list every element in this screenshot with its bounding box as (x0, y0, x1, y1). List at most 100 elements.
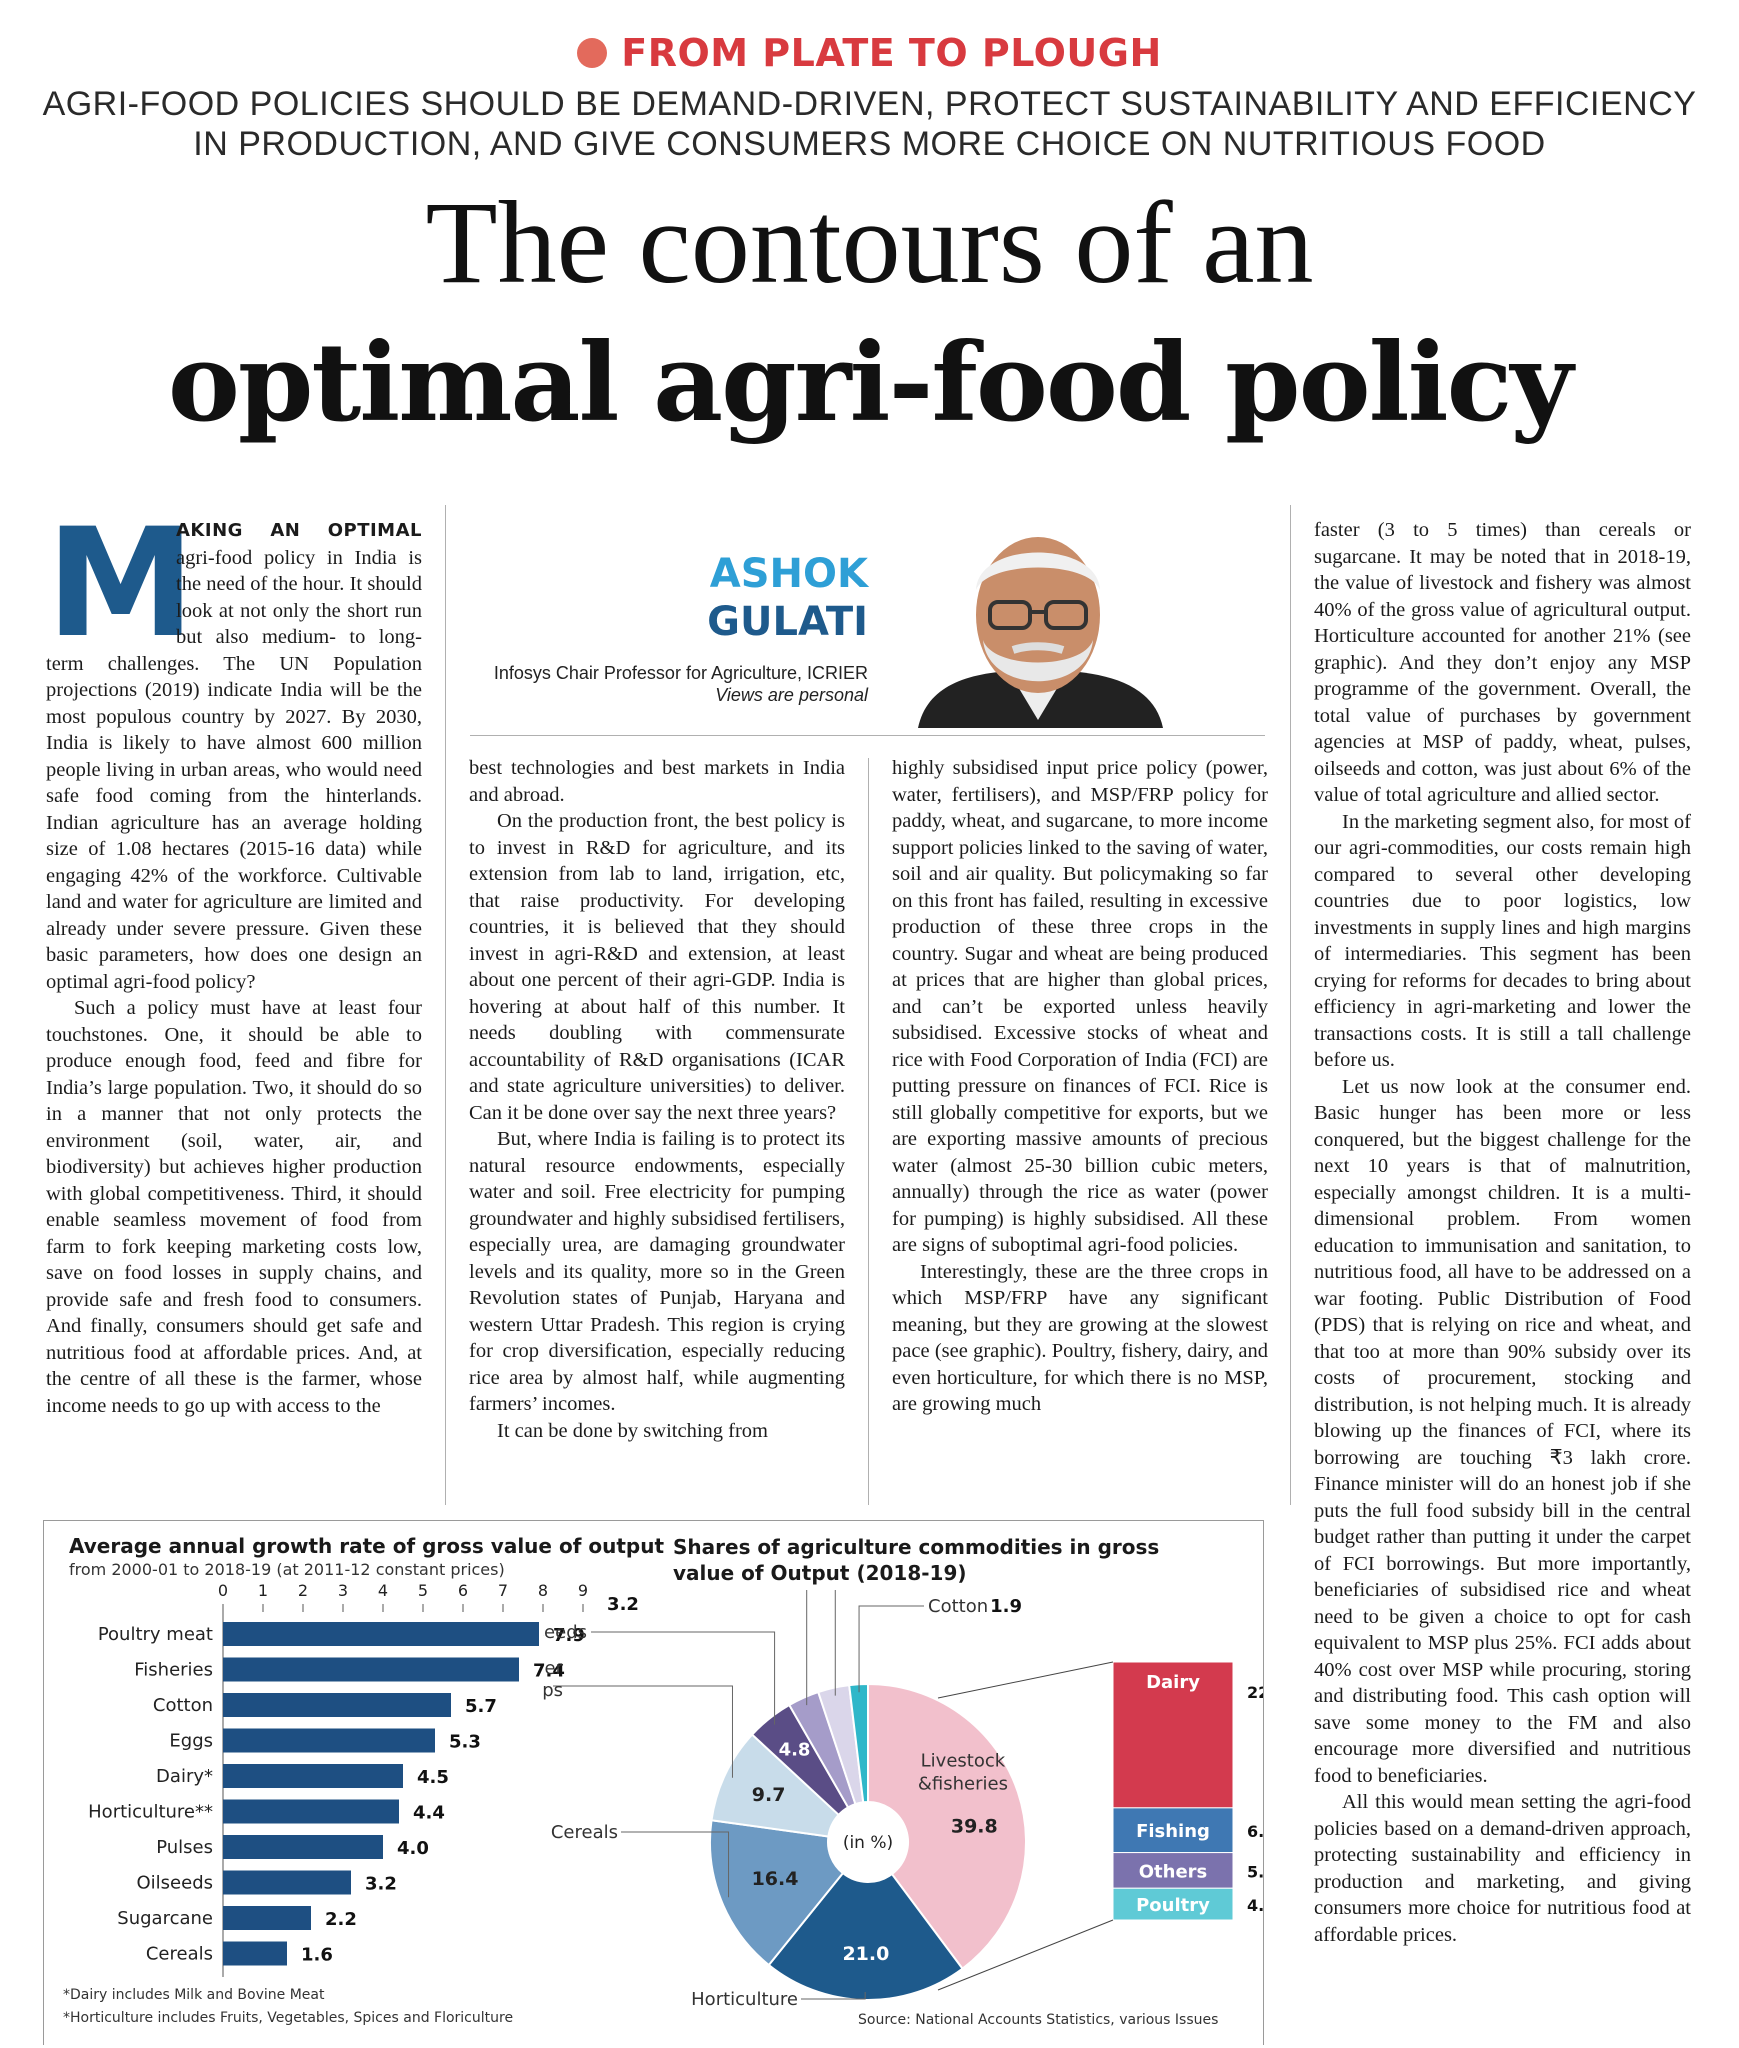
x-tick-label: 0 (218, 1582, 228, 1600)
author-title: Infosys Chair Professor for Agriculture,… (493, 663, 868, 683)
headline-line-2: optimal agri-food policy (167, 320, 1573, 446)
pie-leader-line (834, 1590, 836, 1696)
bar-value-label: 5.3 (449, 1732, 481, 1753)
bar-category-label: Cotton (153, 1695, 213, 1716)
breakdown-value-label: 22.5% (1247, 1683, 1263, 1702)
bar (223, 1657, 519, 1682)
article-column-4: faster (3 to 5 times) than cereals or su… (1314, 517, 1691, 2047)
pie-leader-line (553, 1685, 733, 1778)
bar-category-label: Horticulture** (88, 1802, 213, 1823)
author-name: ASHOK GULATI (707, 550, 868, 646)
bar-category-label: Oilseeds (137, 1873, 214, 1894)
breakdown-segment (1112, 1807, 1234, 1854)
bar-value-label: 5.7 (465, 1696, 497, 1717)
bar-chart: 0 1 2 3 4 5 6 7 8 9 Poultry meat 7.9 Fisheries 7.4 Cot… (88, 1582, 588, 1977)
author-rule (470, 735, 1265, 736)
bar-chart-note: *Dairy includes Milk and Bovine Meat (63, 1987, 325, 2003)
bar (223, 1693, 451, 1717)
headline-line-1: The contours of an (425, 177, 1314, 308)
bar (223, 1764, 403, 1788)
bar (223, 1870, 351, 1895)
author-role: Infosys Chair Professor for Agriculture,… (494, 662, 868, 706)
deck-line-1: AGRI-FOOD POLICIES SHOULD BE DEMAND-DRIV… (42, 85, 1697, 123)
bar-value-label: 7.4 (533, 1661, 565, 1682)
pie-slice-name: Other (543, 1658, 564, 1679)
bar-value-label: 4.0 (397, 1838, 429, 1859)
bar-category-label: Poultry meat (98, 1624, 213, 1645)
pie-center-label: (in %) (843, 1833, 893, 1853)
pie-slice-name: Livestock (921, 1751, 1006, 1772)
infographic-border (43, 1520, 1264, 2045)
pie-chart: (in %) 39.8 21.0 16.4 9.7 4.8 Livestock&fisher… (543, 1590, 1263, 2010)
author-note: Views are personal (715, 685, 868, 705)
bar-category-label: Dairy* (156, 1766, 213, 1787)
lead-caps: AKING AN OPTIMAL (176, 520, 422, 541)
paragraph: Such a policy must have at least four to… (46, 997, 422, 1417)
bar-value-label: 4.5 (417, 1767, 449, 1788)
pie-slice-name: Horticulture (691, 1989, 798, 2010)
bar-value-label: 7.9 (553, 1625, 585, 1646)
x-tick-label: 6 (458, 1582, 468, 1600)
breakdown-segment (1112, 1887, 1234, 1921)
kicker-row: FROM PLATE TO PLOUGH (0, 30, 1739, 76)
paragraph: highly subsidised input price policy (po… (892, 757, 1268, 1256)
pie-chart-title: Shares of agriculture commodities in gro… (673, 1535, 1160, 1585)
pie-slice-name: Oilseeds (543, 1622, 587, 1643)
bar-category-label: Sugarcane (117, 1908, 213, 1929)
pie-value-label: 39.8 (951, 1816, 998, 1838)
pie-leader-line (806, 1590, 808, 1706)
bar-category-label: Eggs (169, 1731, 213, 1752)
infographic: Average annual growth rate of gross valu… (43, 1520, 1265, 2045)
bar (223, 1622, 539, 1646)
x-tick-label: 1 (258, 1582, 268, 1600)
pie-value-label: 16.4 (752, 1868, 799, 1890)
drop-cap: M (46, 497, 196, 671)
pie-leader-line (621, 1831, 730, 1898)
breakdown-segment-name: Dairy (1146, 1672, 1200, 1693)
column-rule (445, 505, 446, 1505)
column-rule (868, 758, 869, 1505)
pie-value-label: 9.7 (752, 1784, 786, 1806)
author-last-name: GULATI (707, 599, 868, 645)
x-tick-label: 2 (298, 1582, 308, 1600)
bar-value-label: 4.4 (413, 1803, 445, 1824)
pie-value-label: 1.9 (990, 1596, 1022, 1617)
paragraph: Interestingly, these are the three crops… (892, 1260, 1268, 1416)
bar-category-label: Cereals (146, 1944, 213, 1965)
pie-slice-name: Cereals (551, 1822, 618, 1843)
breakdown-value-label: 4.9% (1247, 1896, 1263, 1915)
x-tick-label: 5 (418, 1582, 428, 1600)
chart-source: Source: National Accounts Statistics, va… (858, 2012, 1219, 2028)
article-column-3: highly subsidised input price policy (po… (892, 755, 1268, 1505)
paragraph: In the marketing segment also, for most … (1314, 810, 1691, 1072)
breakdown-connector (937, 1919, 1114, 1991)
deck-line-2: IN PRODUCTION, AND GIVE CONSUMERS MORE C… (193, 125, 1546, 163)
x-tick-label: 8 (538, 1582, 548, 1600)
paragraph: It can be done by switching from (497, 1419, 768, 1442)
bar-value-label: 1.6 (301, 1945, 333, 1966)
paragraph: faster (3 to 5 times) than cereals or su… (1314, 519, 1691, 806)
kicker: FROM PLATE TO PLOUGH (621, 31, 1162, 75)
breakdown-value-label: 6.9% (1247, 1822, 1263, 1841)
bar (223, 1799, 399, 1824)
bar (223, 1728, 435, 1753)
breakdown-segment (1112, 1852, 1234, 1889)
bar-chart-title: Average annual growth rate of gross valu… (69, 1534, 665, 1558)
pie-leader-line (801, 1991, 866, 2000)
x-tick-label: 9 (578, 1582, 588, 1600)
paragraph: AKING AN OPTIMAL agri-food policy in Ind… (46, 517, 422, 995)
article-column-2: best technologies and best markets in In… (469, 755, 845, 1505)
bar (223, 1906, 311, 1930)
breakdown-segment-name: Fishing (1136, 1821, 1210, 1842)
pie-center (828, 1802, 908, 1882)
bar-chart-note: *Horticulture includes Fruits, Vegetable… (63, 2010, 514, 2026)
pie-slice-name: Cotton (928, 1596, 988, 1617)
author-first-name: ASHOK (709, 551, 868, 597)
breakdown-value-label: 5.5% (1247, 1862, 1263, 1881)
bar (223, 1941, 287, 1966)
x-tick-label: 3 (338, 1582, 348, 1600)
breakdown-segment-name: Others (1139, 1861, 1208, 1882)
breakdown-segment (1112, 1661, 1234, 1809)
pie-slice-name: &fisheries (918, 1774, 1008, 1795)
paragraph: best technologies and best markets in In… (469, 757, 845, 806)
